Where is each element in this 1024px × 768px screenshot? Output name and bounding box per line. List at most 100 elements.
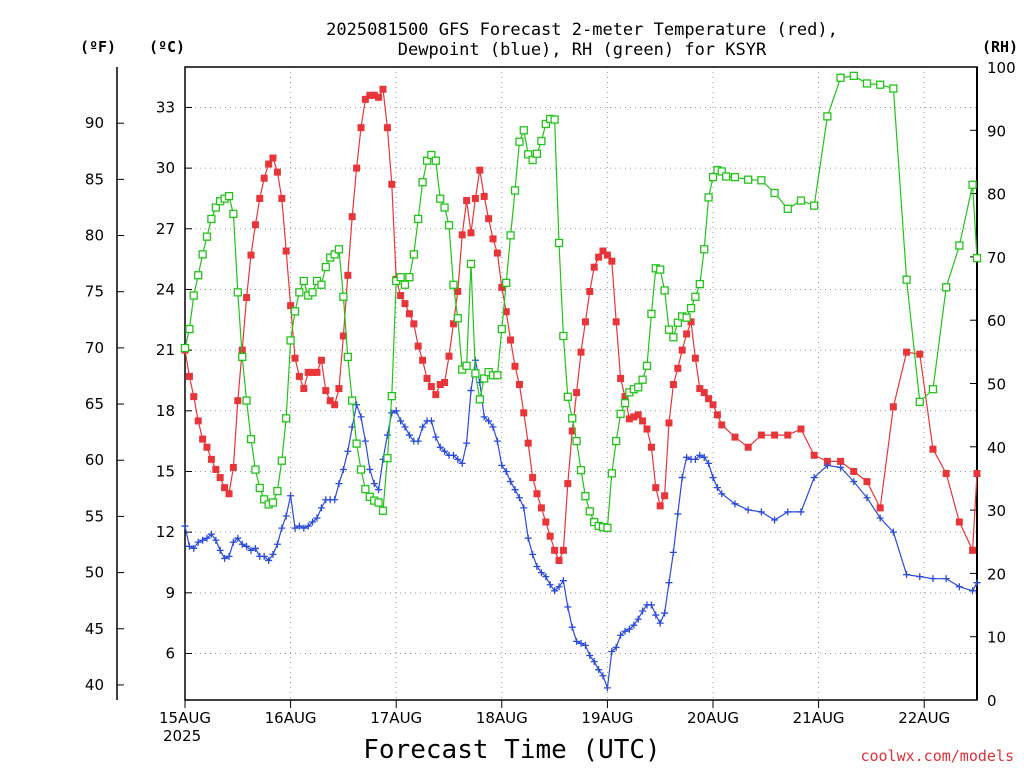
temperature-point: [973, 469, 981, 477]
rh-tick-label: 30: [987, 502, 1006, 520]
dewpoint-point: [441, 447, 449, 455]
dewpoint-point: [634, 615, 642, 623]
rh-point: [480, 374, 489, 383]
temperature-point: [348, 213, 356, 221]
rh-point: [836, 73, 845, 82]
temperature-point: [529, 474, 537, 482]
rh-point: [387, 392, 396, 401]
dewpoint-point: [678, 474, 686, 482]
dewpoint-point: [401, 423, 409, 431]
temperature-point: [595, 253, 603, 261]
temperature-point: [683, 330, 691, 338]
dewpoint-point: [370, 480, 378, 488]
temperature-point: [361, 95, 369, 103]
temperature-point: [199, 435, 207, 443]
rh-point: [343, 352, 352, 362]
dewpoint-point: [203, 534, 211, 542]
rh-point: [942, 283, 951, 292]
temperature-point: [445, 352, 453, 360]
temperature-point: [432, 391, 440, 399]
rh-point: [660, 286, 669, 295]
dewpoint-point: [485, 417, 493, 425]
dewpoint-point: [969, 587, 977, 595]
rh-point: [356, 465, 366, 474]
temperature-point: [705, 395, 713, 403]
rh-point: [968, 180, 977, 189]
dewpoint-point: [551, 587, 559, 595]
rh-point: [334, 245, 344, 254]
rh-point: [194, 271, 203, 280]
dewpoint-point: [529, 550, 537, 558]
rh-point: [396, 273, 405, 282]
temperature-point: [207, 455, 215, 463]
dewpoint-point: [744, 506, 752, 514]
temperature-point: [269, 154, 277, 162]
fahrenheit-tick-label: 55: [85, 507, 104, 525]
dewpoint-point: [546, 581, 554, 589]
dewpoint-point: [696, 451, 704, 459]
temperature-point: [511, 362, 519, 370]
dewpoint-point: [700, 453, 708, 461]
rh-point: [704, 193, 713, 202]
dewpoint-point: [190, 544, 198, 552]
rh-tick-label: 70: [987, 249, 1006, 267]
temperature-point: [810, 451, 818, 459]
rh-point: [889, 84, 898, 93]
temperature-point: [955, 518, 963, 526]
rh-point: [541, 119, 550, 129]
rh-point: [207, 214, 216, 224]
rh-point: [902, 275, 911, 284]
dewpoint-point: [515, 494, 523, 502]
temperature-point: [485, 215, 493, 223]
dewpoint-point: [863, 494, 871, 502]
dewpoint-point: [331, 496, 339, 504]
x-tick-label: 16AUG: [265, 709, 317, 727]
temperature-point: [287, 302, 295, 310]
dewpoint-point: [432, 433, 440, 441]
temperature-point: [388, 180, 396, 188]
temperature-point: [502, 308, 510, 316]
dewpoint-point: [480, 413, 488, 421]
rh-tick-label: 10: [987, 629, 1006, 647]
dewpoint-point: [366, 465, 374, 473]
dewpoint-point: [498, 461, 506, 469]
rh-point: [418, 178, 427, 187]
rh-point: [686, 304, 696, 313]
dewpoint-point: [568, 623, 576, 631]
dewpoint-point: [269, 550, 277, 558]
dewpoint-point: [590, 658, 598, 666]
temperature-point: [194, 417, 202, 425]
rh-point: [321, 262, 330, 272]
temperature-point: [370, 91, 378, 99]
dewpoint-point: [718, 490, 726, 498]
rh-point: [862, 79, 872, 88]
rh-point: [616, 409, 625, 419]
chart-title-line-1: 2025081500 GFS Forecast 2-meter Temperat…: [326, 20, 838, 40]
temperature-point: [379, 85, 387, 93]
fahrenheit-tick-label: 50: [85, 564, 104, 582]
rh-point: [682, 313, 691, 322]
temperature-point: [498, 283, 506, 291]
celsius-tick-label: 24: [156, 280, 175, 298]
rh-point: [224, 191, 234, 201]
temperature-point: [423, 374, 431, 382]
rh-point: [202, 232, 212, 241]
fahrenheit-tick-label: 60: [85, 451, 104, 469]
dewpoint-point: [361, 437, 369, 445]
temperature-point: [647, 443, 655, 451]
dewpoint-point: [581, 641, 589, 649]
temperature-point: [969, 546, 977, 554]
x-axis-title: Forecast Time (UTC): [363, 735, 660, 765]
temperature-point: [419, 356, 427, 364]
temperature-point: [467, 229, 475, 237]
rh-point: [361, 485, 370, 494]
dewpoint-point: [247, 546, 255, 554]
dewpoint-point: [810, 474, 818, 482]
rh-point: [449, 280, 458, 289]
dewpoint-point: [502, 467, 510, 475]
temperature-point: [322, 387, 330, 395]
celsius-tick-label: 9: [165, 584, 175, 602]
rh-point: [462, 361, 471, 370]
temperature-point: [551, 546, 559, 554]
dewpoint-point: [489, 423, 497, 431]
